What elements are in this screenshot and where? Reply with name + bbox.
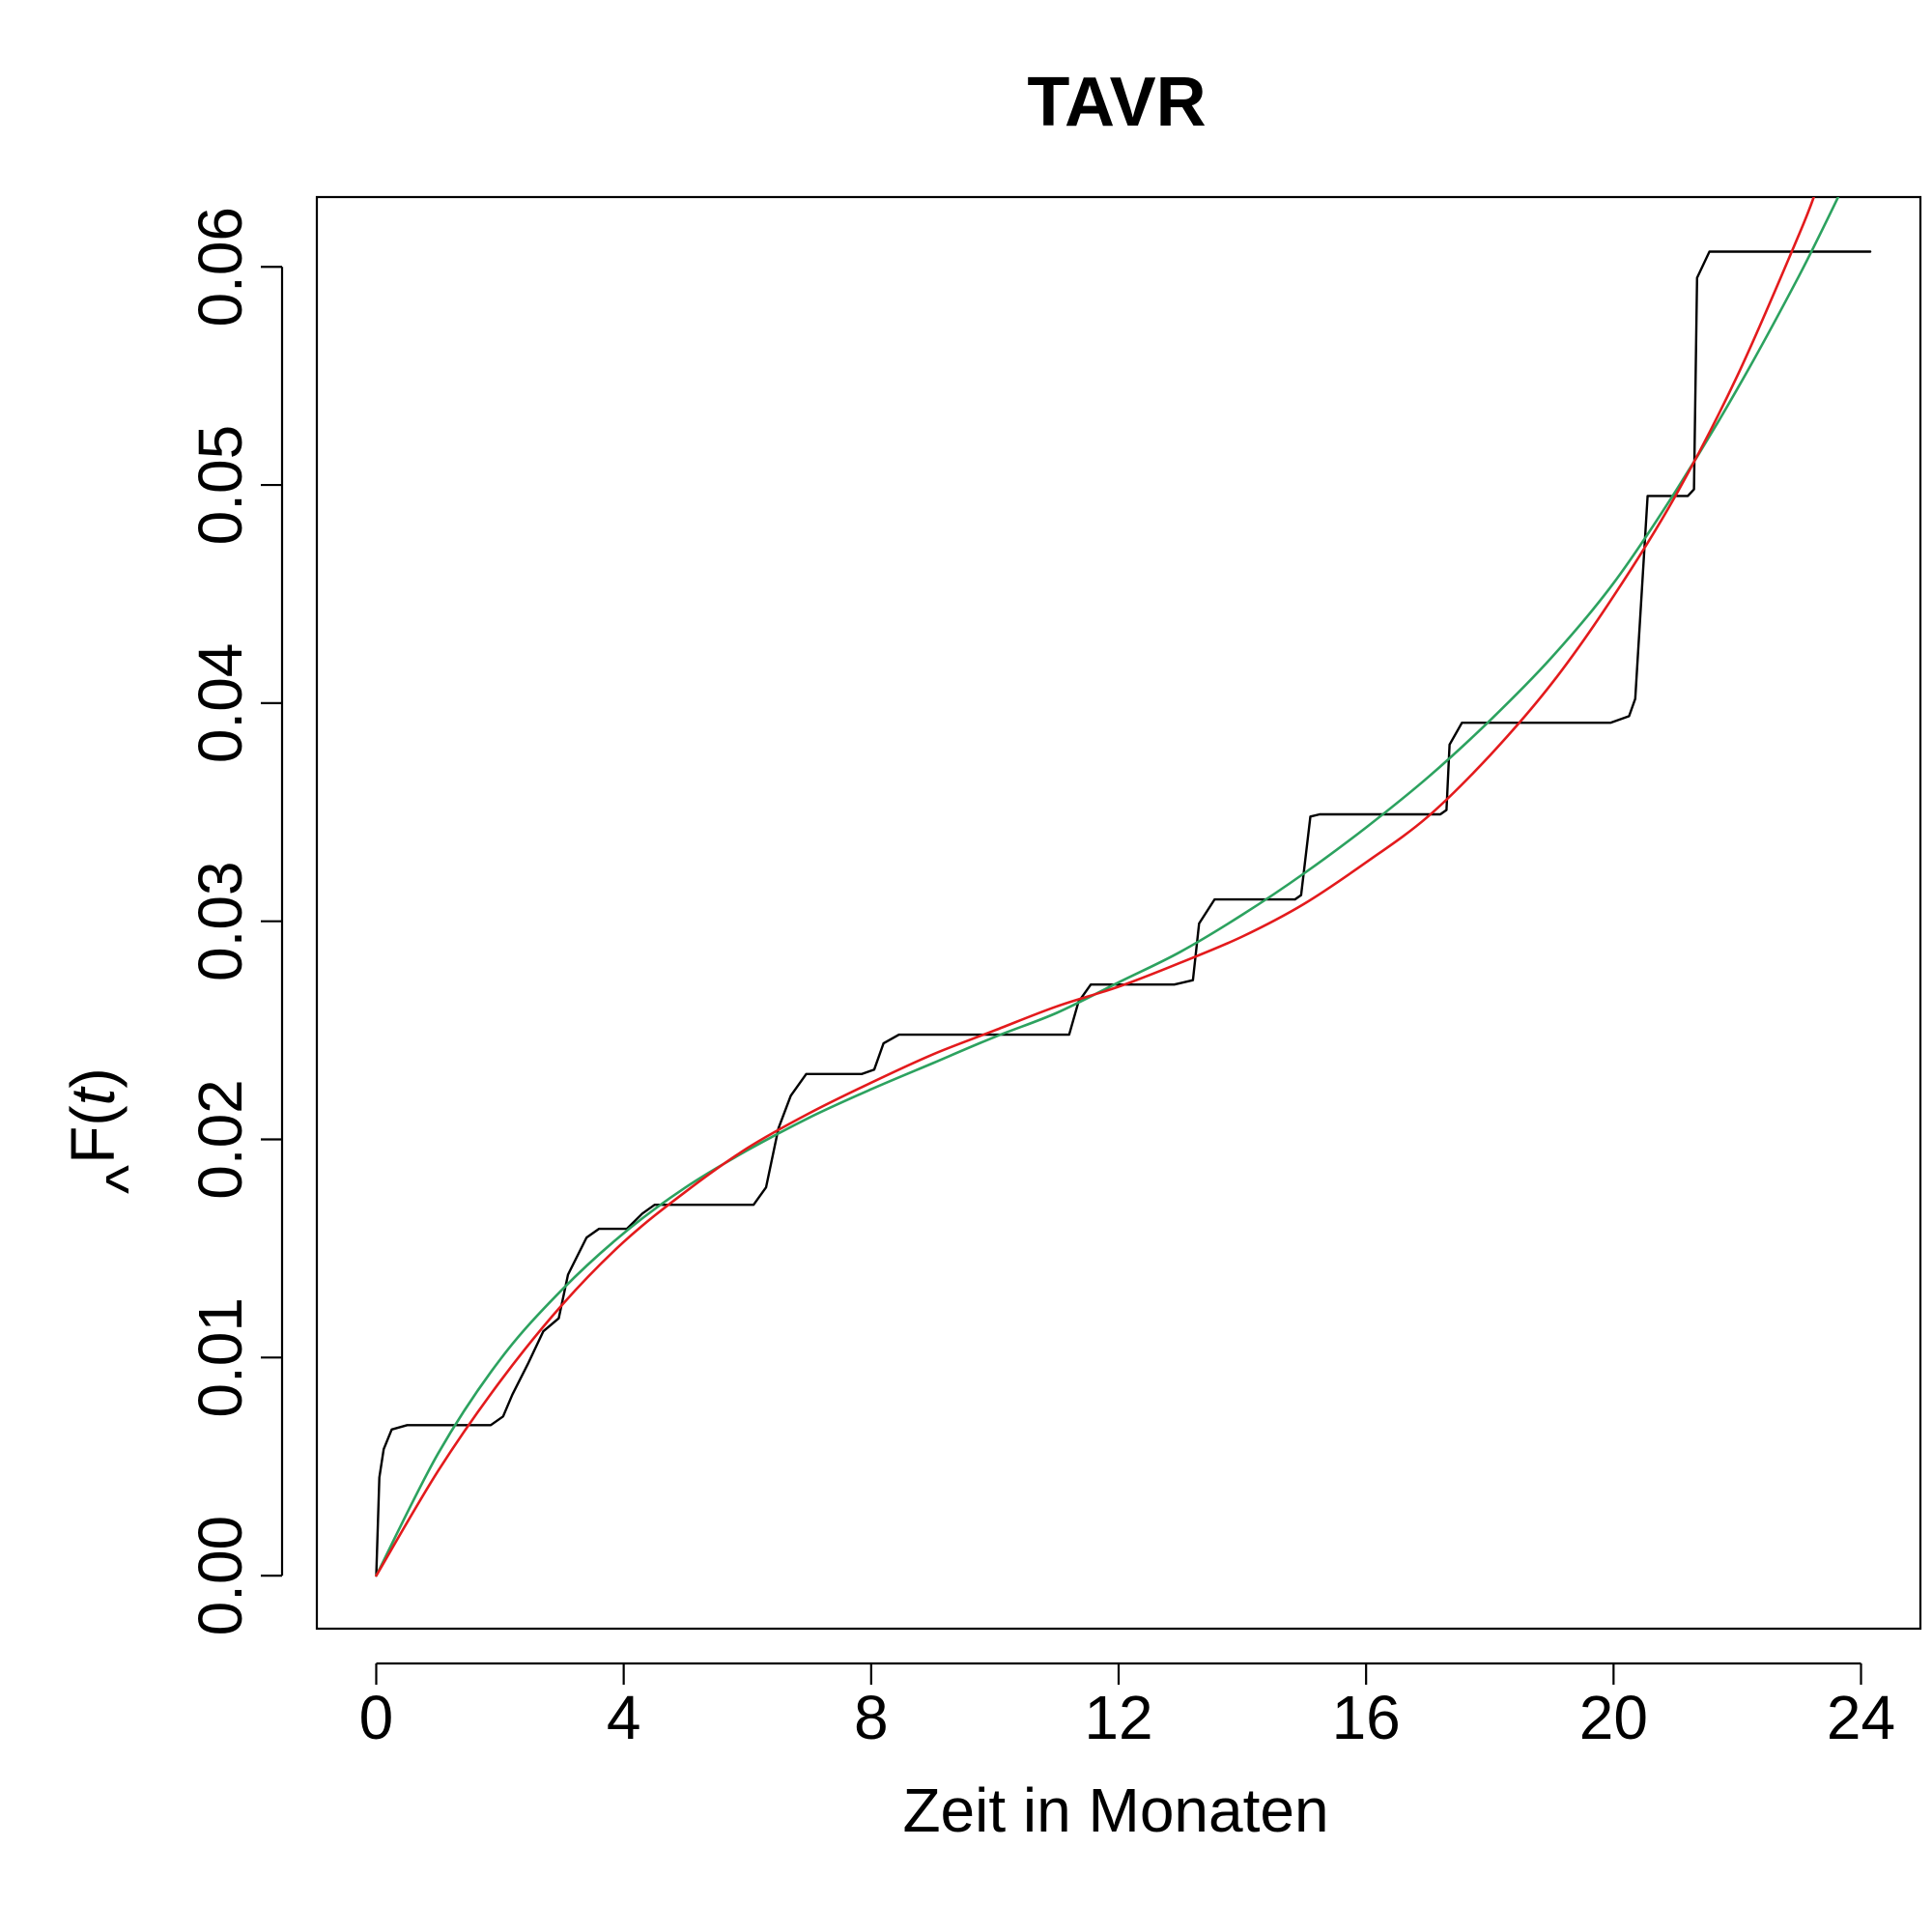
y-tick-label: 0.05 bbox=[185, 425, 255, 546]
y-tick-label: 0.02 bbox=[185, 1079, 255, 1200]
y-tick-label: 0.04 bbox=[185, 643, 255, 764]
x-tick-label: 16 bbox=[1332, 1683, 1401, 1752]
y-tick-label: 0.06 bbox=[185, 207, 255, 327]
y-axis-label-main: F( bbox=[58, 1105, 128, 1163]
x-tick-label: 20 bbox=[1579, 1683, 1648, 1752]
y-tick-label: 0.03 bbox=[185, 861, 255, 981]
y-tick-label: 0.01 bbox=[185, 1297, 255, 1418]
x-tick-label: 8 bbox=[854, 1683, 889, 1752]
y-axis-label-var: t bbox=[58, 1086, 128, 1105]
green-curve-line bbox=[375, 197, 1840, 1577]
x-tick-label: 4 bbox=[607, 1683, 641, 1752]
series-lines bbox=[375, 197, 1872, 1577]
x-tick-label: 24 bbox=[1827, 1683, 1895, 1752]
chart-title: TAVR bbox=[1027, 64, 1206, 141]
red-curve-line bbox=[375, 197, 1816, 1577]
step-curve-line bbox=[375, 250, 1872, 1577]
x-axis-label: Zeit in Monaten bbox=[902, 1776, 1328, 1845]
y-axis-label: F(t) ^ bbox=[58, 1067, 162, 1194]
x-tick-label: 0 bbox=[359, 1683, 394, 1752]
y-axis-label-close: ) bbox=[58, 1067, 128, 1088]
y-axis-label-hat: ^ bbox=[93, 1165, 162, 1194]
svg-text:F(t): F(t) bbox=[58, 1067, 128, 1164]
x-tick-label: 12 bbox=[1084, 1683, 1152, 1752]
axes: 0 4 8 12 16 20 24 0.00 0.01 0.02 0.03 0.04 0.05 0.06 bbox=[185, 195, 1922, 1752]
plot-frame bbox=[315, 195, 1922, 1631]
y-tick-label: 0.00 bbox=[185, 1516, 255, 1636]
